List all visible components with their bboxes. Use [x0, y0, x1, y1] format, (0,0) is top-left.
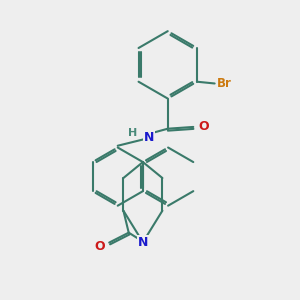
Text: N: N: [138, 236, 148, 249]
Text: N: N: [144, 131, 154, 144]
Text: H: H: [128, 128, 138, 138]
Text: Br: Br: [217, 77, 232, 90]
Text: O: O: [94, 240, 105, 253]
Text: O: O: [198, 120, 208, 133]
